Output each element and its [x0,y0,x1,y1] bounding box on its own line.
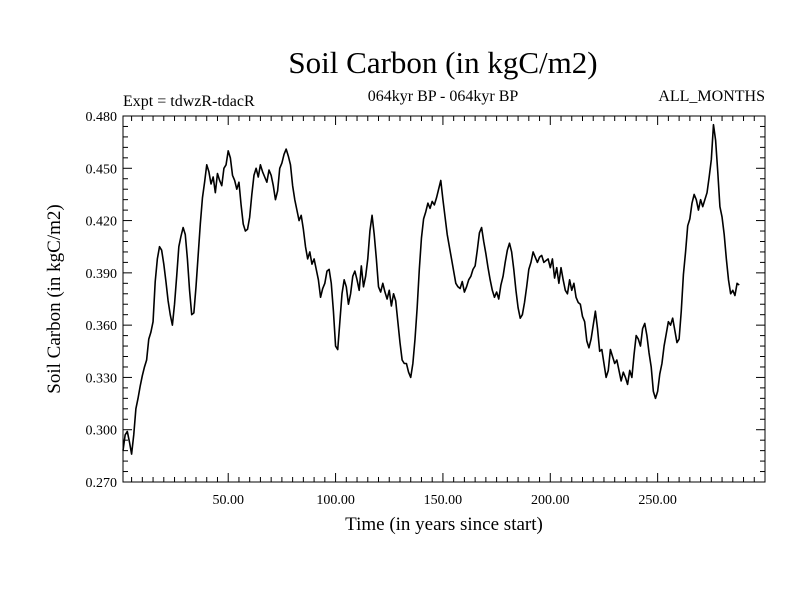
y-tick-label: 0.300 [86,424,118,439]
x-tick-label: 150.00 [424,493,463,508]
plot-frame [122,115,766,483]
y-tick-label: 0.270 [86,476,118,491]
x-tick-label: 250.00 [638,493,677,508]
y-tick-label: 0.360 [86,319,118,334]
axis-tick-labels: 50.00 100.00 150.00 200.00 250.00 0.270 0.300 0… [86,110,677,508]
period-label: 064kyr BP - 064kyr BP [368,88,519,105]
axis-ticks [123,115,765,483]
y-tick-label: 0.390 [86,267,118,282]
months-label: ALL_MONTHS [658,88,765,105]
x-tick-label: 200.00 [531,493,570,508]
y-tick-label: 0.330 [86,371,118,386]
soil-carbon-series-line [122,123,740,455]
x-tick-label: 100.00 [316,493,355,508]
chart-title: Soil Carbon (in kgC/m2) [288,45,597,80]
y-tick-label: 0.480 [86,110,118,125]
y-tick-label: 0.450 [86,162,118,177]
experiment-label: Expt = tdwzR-tdacR [123,93,255,110]
y-tick-label: 0.420 [86,215,118,230]
x-tick-label: 50.00 [212,493,244,508]
x-axis-label: Time (in years since start) [345,514,543,535]
series-layer [122,123,740,455]
y-axis-label: Soil Carbon (in kgC/m2) [44,204,65,393]
